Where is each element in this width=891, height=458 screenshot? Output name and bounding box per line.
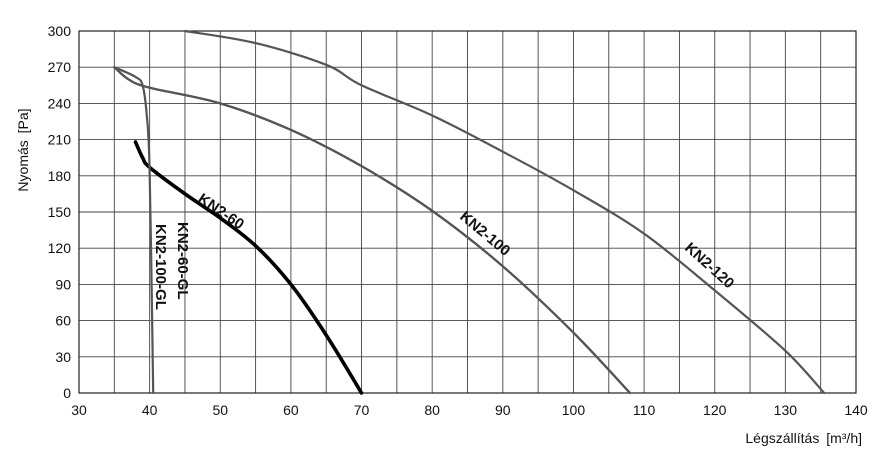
y-tick-label: 270 bbox=[48, 59, 72, 75]
series-lines bbox=[113, 29, 826, 395]
x-tick-label: 70 bbox=[354, 402, 370, 418]
y-tick-label: 120 bbox=[48, 240, 72, 256]
x-axis-unit: [m³/h] bbox=[826, 430, 862, 446]
series-line-kn2-60 bbox=[133, 140, 364, 395]
x-tick-label: 110 bbox=[633, 402, 656, 418]
x-tick-label: 30 bbox=[71, 402, 87, 418]
y-tick-label: 30 bbox=[55, 349, 71, 365]
y-axis-title: Nyomás [Pa] bbox=[15, 108, 31, 191]
x-tick-label: 120 bbox=[703, 402, 727, 418]
x-axis-title: Légszállítás [m³/h] bbox=[745, 430, 862, 446]
x-tick-label: 50 bbox=[212, 402, 228, 418]
y-tick-label: 300 bbox=[48, 23, 72, 39]
x-tick-label: 80 bbox=[424, 402, 440, 418]
y-tick-label: 210 bbox=[48, 132, 72, 148]
plot-frame bbox=[78, 30, 857, 394]
x-tick-labels: 30 40 50 60 70 80 90 100 110 120 130 140 bbox=[71, 402, 868, 418]
y-tick-label: 90 bbox=[55, 276, 71, 292]
x-tick-label: 90 bbox=[495, 402, 511, 418]
y-tick-labels: 0 30 60 90 120 150 180 210 240 270 300 bbox=[48, 23, 72, 401]
y-axis-label: Nyomás bbox=[15, 140, 31, 191]
series-line-kn2-60-gl bbox=[113, 66, 155, 395]
x-tick-label: 60 bbox=[283, 402, 299, 418]
x-tick-label: 140 bbox=[844, 402, 868, 418]
x-tick-label: 130 bbox=[774, 402, 798, 418]
y-tick-label: 180 bbox=[48, 168, 72, 184]
y-tick-label: 240 bbox=[48, 95, 72, 111]
series-line-kn2-100 bbox=[113, 66, 632, 395]
x-tick-label: 100 bbox=[562, 402, 586, 418]
y-tick-label: 150 bbox=[48, 204, 72, 220]
y-tick-label: 0 bbox=[63, 385, 71, 401]
y-axis-unit: [Pa] bbox=[15, 108, 31, 133]
x-tick-label: 40 bbox=[142, 402, 158, 418]
x-axis-label: Légszállítás bbox=[745, 430, 819, 446]
label-kn2-100-gl: KN2-100-GL bbox=[152, 224, 169, 310]
series-line-kn2-120 bbox=[183, 29, 826, 395]
y-tick-label: 60 bbox=[55, 313, 71, 329]
label-kn2-60-gl: KN2-60-GL bbox=[174, 222, 191, 300]
